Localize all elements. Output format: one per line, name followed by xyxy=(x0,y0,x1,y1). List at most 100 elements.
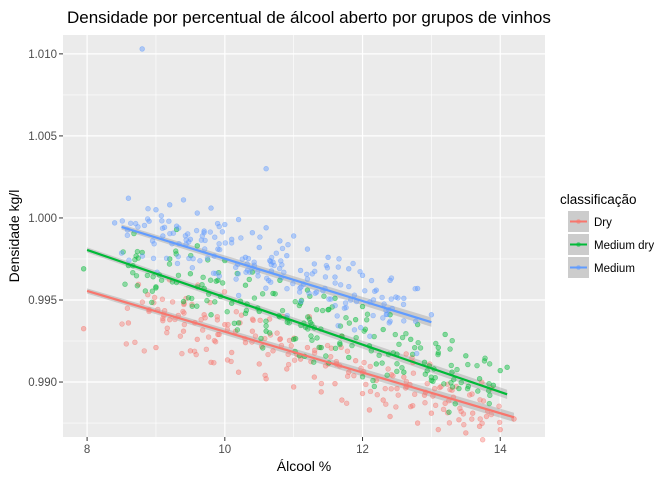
data-point xyxy=(424,380,430,387)
data-point xyxy=(125,320,132,326)
data-point xyxy=(187,236,194,242)
data-point xyxy=(463,353,469,359)
data-point xyxy=(344,373,351,379)
data-point xyxy=(235,271,241,277)
data-point xyxy=(216,331,222,338)
data-point xyxy=(263,285,269,291)
data-point xyxy=(199,233,206,239)
data-point xyxy=(270,348,276,354)
data-point xyxy=(486,381,492,387)
data-point xyxy=(408,336,414,343)
data-point xyxy=(308,333,314,339)
y-tick-label: 0.990 xyxy=(28,377,57,389)
data-point xyxy=(395,295,401,301)
data-point xyxy=(465,361,471,368)
data-point xyxy=(476,376,483,382)
data-point xyxy=(277,336,284,342)
data-point xyxy=(383,401,389,407)
data-point xyxy=(231,320,238,326)
data-point xyxy=(189,265,196,271)
data-point xyxy=(279,245,286,252)
x-tick-label: 12 xyxy=(356,444,369,456)
data-point xyxy=(235,369,242,375)
data-point xyxy=(167,230,173,237)
data-point xyxy=(380,315,386,321)
data-point xyxy=(205,257,211,263)
data-point xyxy=(233,276,239,282)
data-point xyxy=(151,300,157,306)
data-point xyxy=(134,283,141,289)
data-point xyxy=(337,282,344,288)
data-point xyxy=(180,308,186,315)
data-point xyxy=(163,255,170,262)
data-point xyxy=(288,343,295,349)
data-point xyxy=(228,358,234,365)
data-point xyxy=(149,299,155,306)
data-point xyxy=(290,280,296,287)
data-point xyxy=(242,282,249,288)
data-point xyxy=(292,335,299,342)
data-point xyxy=(257,317,263,324)
data-point xyxy=(190,255,196,262)
y-tick-label: 1.000 xyxy=(28,213,57,225)
data-point xyxy=(442,331,448,338)
data-point xyxy=(211,360,217,366)
legend-label: Medium xyxy=(594,263,635,275)
data-point xyxy=(185,295,192,301)
data-point xyxy=(242,310,249,317)
data-point xyxy=(326,306,332,313)
data-point xyxy=(442,400,448,407)
data-point xyxy=(175,272,182,279)
data-point xyxy=(486,361,493,367)
data-point xyxy=(222,221,228,228)
data-point xyxy=(169,299,176,305)
data-point xyxy=(167,202,173,208)
data-point xyxy=(296,289,303,295)
data-point xyxy=(432,402,439,409)
data-point xyxy=(400,301,407,308)
data-point xyxy=(359,374,366,380)
data-point xyxy=(364,311,371,317)
data-point xyxy=(216,241,222,247)
data-point xyxy=(357,324,364,331)
data-point xyxy=(166,218,172,224)
data-point xyxy=(158,277,165,283)
data-point xyxy=(314,335,320,341)
data-point xyxy=(189,303,195,309)
data-point xyxy=(496,419,503,426)
data-point xyxy=(201,228,207,234)
data-point xyxy=(384,372,390,378)
data-point xyxy=(401,369,407,375)
data-point xyxy=(235,216,242,223)
data-point xyxy=(130,270,136,276)
data-point xyxy=(229,349,235,356)
data-point xyxy=(394,361,400,367)
data-point xyxy=(217,246,223,253)
data-point xyxy=(242,339,249,346)
data-point xyxy=(421,359,428,366)
data-point xyxy=(448,379,454,386)
data-point xyxy=(435,351,441,358)
data-point xyxy=(182,233,189,239)
data-point xyxy=(374,392,380,398)
data-point xyxy=(139,46,145,52)
data-point xyxy=(441,381,447,387)
data-point xyxy=(380,326,386,333)
data-point xyxy=(132,256,138,263)
data-point xyxy=(180,328,187,334)
data-point xyxy=(119,218,126,224)
data-point xyxy=(322,274,329,280)
data-point xyxy=(427,361,433,367)
data-point xyxy=(123,341,129,347)
data-point xyxy=(153,207,159,213)
data-point xyxy=(204,255,211,261)
data-point xyxy=(149,238,156,244)
data-point xyxy=(435,426,441,433)
data-point xyxy=(363,381,369,388)
data-point xyxy=(249,328,256,334)
data-point xyxy=(350,260,356,267)
data-point xyxy=(160,233,166,239)
data-point xyxy=(233,264,239,271)
data-point xyxy=(263,323,269,329)
data-point xyxy=(174,260,181,267)
